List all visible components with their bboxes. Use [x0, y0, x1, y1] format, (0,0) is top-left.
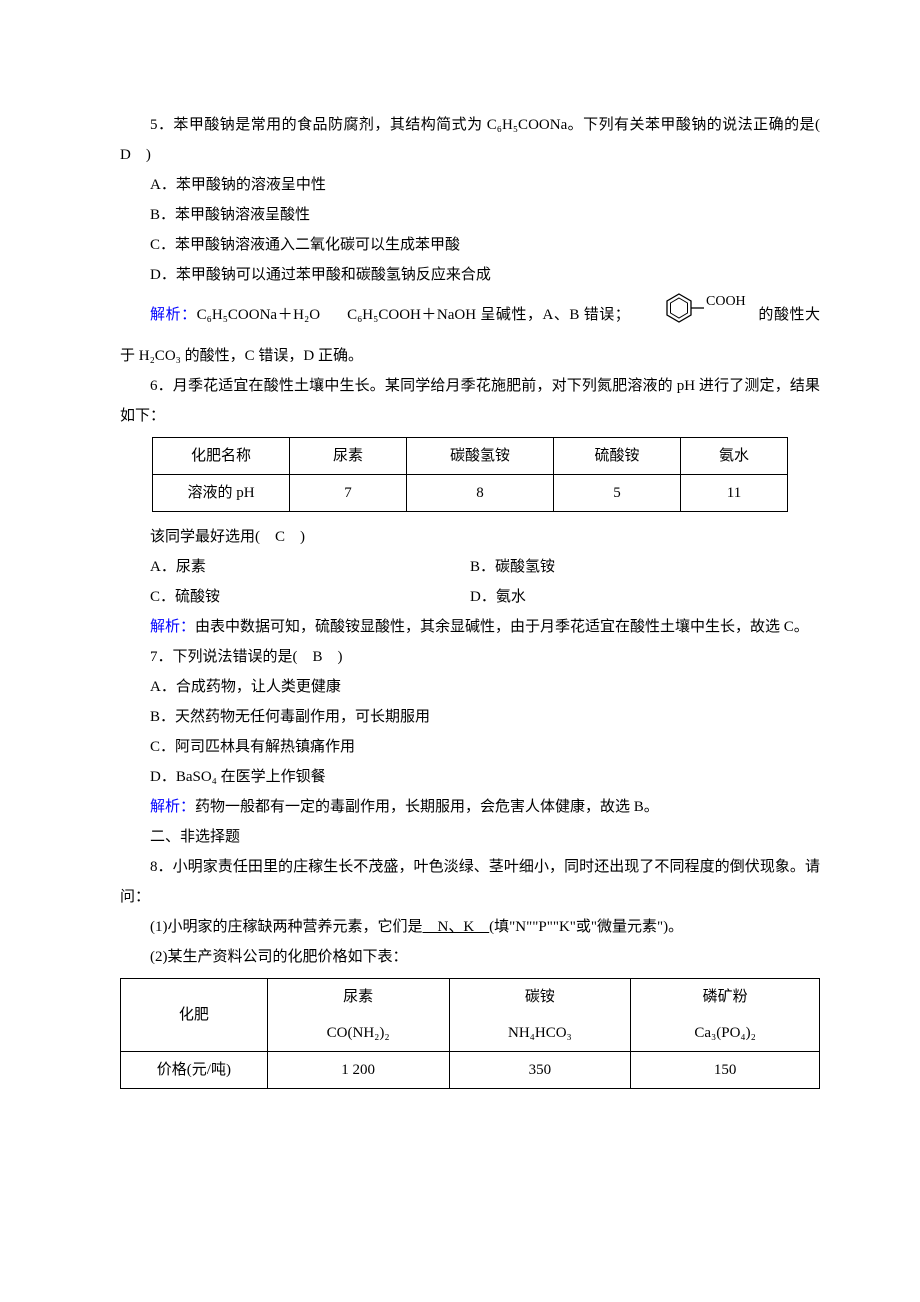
- price-h1: 尿素: [267, 979, 449, 1016]
- price-f3: Ca₃(PO₄)₂: [631, 1015, 820, 1052]
- price-f2: NH₄HCO₃: [449, 1015, 631, 1052]
- q5-opt-c: C．苯甲酸钠溶液通入二氧化碳可以生成苯甲酸: [120, 230, 820, 260]
- table-row: 价格(元/吨) 1 200 350 150: [121, 1052, 820, 1089]
- q5-eq-right: C₆H₅COOH＋NaOH 呈碱性，A、B 错误；: [347, 307, 630, 323]
- q5-eq-left: C₆H₅COONa＋H₂O: [197, 307, 320, 323]
- q6-analysis: 解析：由表中数据可知，硫酸铵显酸性，其余显碱性，由于月季花适宜在酸性土壤中生长，…: [120, 612, 820, 642]
- q5-analysis: 解析：C₆H₅COONa＋H₂O C₆H₅COOH＋NaOH 呈碱性，A、B 错误…: [120, 290, 820, 371]
- analysis-label: 解析：: [150, 619, 195, 635]
- q6-after: 该同学最好选用( C ): [120, 522, 820, 552]
- ph-val-0: 7: [290, 475, 407, 512]
- ph-header-1: 尿素: [290, 438, 407, 475]
- q5-opt-d: D．苯甲酸钠可以通过苯甲酸和碳酸氢钠反应来合成: [120, 260, 820, 290]
- q7-analysis-text: 药物一般都有一定的毒副作用，长期服用，会危害人体健康，故选 B。: [195, 799, 659, 815]
- q6-opt-a: A．尿素: [120, 552, 470, 582]
- table-row: 化肥 尿素 碳铵 磷矿粉: [121, 979, 820, 1016]
- ph-val-1: 8: [407, 475, 554, 512]
- q6-opt-d: D．氨水: [470, 582, 820, 612]
- price-h3: 磷矿粉: [631, 979, 820, 1016]
- benzene-cooh-icon: COOH: [634, 288, 754, 339]
- q6-analysis-text: 由表中数据可知，硫酸铵显酸性，其余显碱性，由于月季花适宜在酸性土壤中生长，故选 …: [195, 619, 809, 635]
- q7-opt-c: C．阿司匹林具有解热镇痛作用: [120, 732, 820, 762]
- ph-header-4: 氨水: [681, 438, 788, 475]
- q8-part2: (2)某生产资料公司的化肥价格如下表：: [120, 942, 820, 972]
- q5-stem: 5．苯甲酸钠是常用的食品防腐剂，其结构简式为 C₆H₅COONa。下列有关苯甲酸…: [120, 110, 820, 170]
- price-v0: 1 200: [267, 1052, 449, 1089]
- q5-opt-b: B．苯甲酸钠溶液呈酸性: [120, 200, 820, 230]
- analysis-label: 解析：: [150, 799, 195, 815]
- ph-table: 化肥名称 尿素 碳酸氢铵 硫酸铵 氨水 溶液的 pH 7 8 5 11: [152, 437, 788, 512]
- q7-opt-b: B．天然药物无任何毒副作用，可长期服用: [120, 702, 820, 732]
- q7-analysis: 解析：药物一般都有一定的毒副作用，长期服用，会危害人体健康，故选 B。: [120, 792, 820, 822]
- table-row: 化肥名称 尿素 碳酸氢铵 硫酸铵 氨水: [153, 438, 788, 475]
- ph-table-wrap: 化肥名称 尿素 碳酸氢铵 硫酸铵 氨水 溶液的 pH 7 8 5 11: [120, 437, 820, 512]
- price-table: 化肥 尿素 碳铵 磷矿粉 CO(NH₂)₂ NH₄HCO₃ Ca₃(PO₄)₂ …: [120, 978, 820, 1089]
- q8-p1-b: (填"N""P""K"或"微量元素")。: [489, 919, 683, 935]
- ph-rowlabel: 溶液的 pH: [153, 475, 290, 512]
- q8-p1-a: (1)小明家的庄稼缺两种营养元素，它们是: [150, 919, 423, 935]
- price-f1: CO(NH₂)₂: [267, 1015, 449, 1052]
- price-label: 价格(元/吨): [121, 1052, 268, 1089]
- price-h0: 化肥: [121, 979, 268, 1052]
- price-v2: 150: [631, 1052, 820, 1089]
- price-h2: 碳铵: [449, 979, 631, 1016]
- q8-part1: (1)小明家的庄稼缺两种营养元素，它们是 N、K (填"N""P""K"或"微量…: [120, 912, 820, 942]
- q6-opt-b: B．碳酸氢铵: [470, 552, 820, 582]
- q8-stem: 8．小明家责任田里的庄稼生长不茂盛，叶色淡绿、茎叶细小，同时还出现了不同程度的倒…: [120, 852, 820, 912]
- price-table-wrap: 化肥 尿素 碳铵 磷矿粉 CO(NH₂)₂ NH₄HCO₃ Ca₃(PO₄)₂ …: [120, 978, 820, 1089]
- price-v1: 350: [449, 1052, 631, 1089]
- q8-p1-blank: N、K: [423, 919, 490, 935]
- q5-opt-a: A．苯甲酸钠的溶液呈中性: [120, 170, 820, 200]
- q6-opts-row2: C．硫酸铵 D．氨水: [120, 582, 820, 612]
- ph-header-0: 化肥名称: [153, 438, 290, 475]
- ph-header-2: 碳酸氢铵: [407, 438, 554, 475]
- q6-stem: 6．月季花适宜在酸性土壤中生长。某同学给月季花施肥前，对下列氮肥溶液的 pH 进…: [120, 371, 820, 431]
- svg-text:COOH: COOH: [706, 294, 746, 309]
- ph-val-3: 11: [681, 475, 788, 512]
- table-row: 溶液的 pH 7 8 5 11: [153, 475, 788, 512]
- q7-opt-a: A．合成药物，让人类更健康: [120, 672, 820, 702]
- analysis-label: 解析：: [150, 307, 197, 323]
- q7-opt-d: D．BaSO₄ 在医学上作钡餐: [120, 762, 820, 792]
- q7-stem: 7．下列说法错误的是( B ): [120, 642, 820, 672]
- ph-header-3: 硫酸铵: [554, 438, 681, 475]
- q6-opt-c: C．硫酸铵: [120, 582, 470, 612]
- q6-opts-row1: A．尿素 B．碳酸氢铵: [120, 552, 820, 582]
- ph-val-2: 5: [554, 475, 681, 512]
- section-2-heading: 二、非选择题: [120, 822, 820, 852]
